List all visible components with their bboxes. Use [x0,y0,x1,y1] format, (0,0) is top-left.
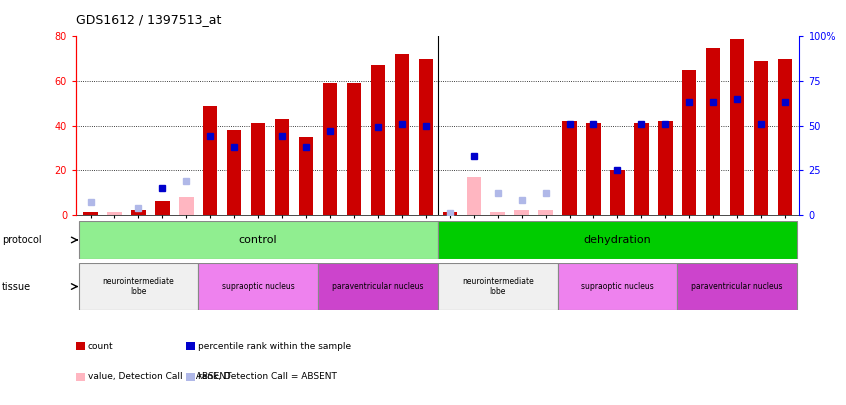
Text: supraoptic nucleus: supraoptic nucleus [222,282,294,291]
Text: paraventricular nucleus: paraventricular nucleus [691,282,783,291]
Text: rank, Detection Call = ABSENT: rank, Detection Call = ABSENT [198,372,337,381]
Bar [79,263,198,310]
Bar [586,123,601,215]
Bar [299,137,313,215]
Bar [706,47,721,215]
Text: dehydration: dehydration [584,235,651,245]
Bar [155,201,169,215]
Bar [83,212,97,215]
Bar [778,59,793,215]
Bar [323,83,338,215]
Text: paraventricular nucleus: paraventricular nucleus [332,282,424,291]
Bar [538,210,552,215]
Bar [682,70,696,215]
Bar [251,123,266,215]
Text: protocol: protocol [2,235,41,245]
Bar [227,130,241,215]
Bar [198,263,318,310]
Text: neurointermediate
lobe: neurointermediate lobe [102,277,174,296]
Bar [442,212,457,215]
Bar [610,170,624,215]
Bar [563,121,577,215]
Bar [514,210,529,215]
Text: neurointermediate
lobe: neurointermediate lobe [462,277,534,296]
Bar [437,263,558,310]
Bar [131,210,146,215]
Bar [437,221,797,259]
Bar [179,197,194,215]
Text: count: count [88,342,113,351]
Text: value, Detection Call = ABSENT: value, Detection Call = ABSENT [88,372,232,381]
Bar [754,61,768,215]
Text: control: control [239,235,277,245]
Bar [395,54,409,215]
Bar [79,221,437,259]
Text: GDS1612 / 1397513_at: GDS1612 / 1397513_at [76,13,222,26]
Bar [371,65,385,215]
Bar [491,212,505,215]
Bar [347,83,361,215]
Bar [730,39,744,215]
Bar [318,263,437,310]
Text: supraoptic nucleus: supraoptic nucleus [581,282,654,291]
Bar [678,263,797,310]
Bar [466,177,481,215]
Bar [558,263,678,310]
Bar [107,212,122,215]
Bar [203,106,217,215]
Bar [658,121,673,215]
Bar [634,123,649,215]
Bar [419,59,433,215]
Text: tissue: tissue [2,281,30,292]
Text: percentile rank within the sample: percentile rank within the sample [198,342,351,351]
Bar [275,119,289,215]
